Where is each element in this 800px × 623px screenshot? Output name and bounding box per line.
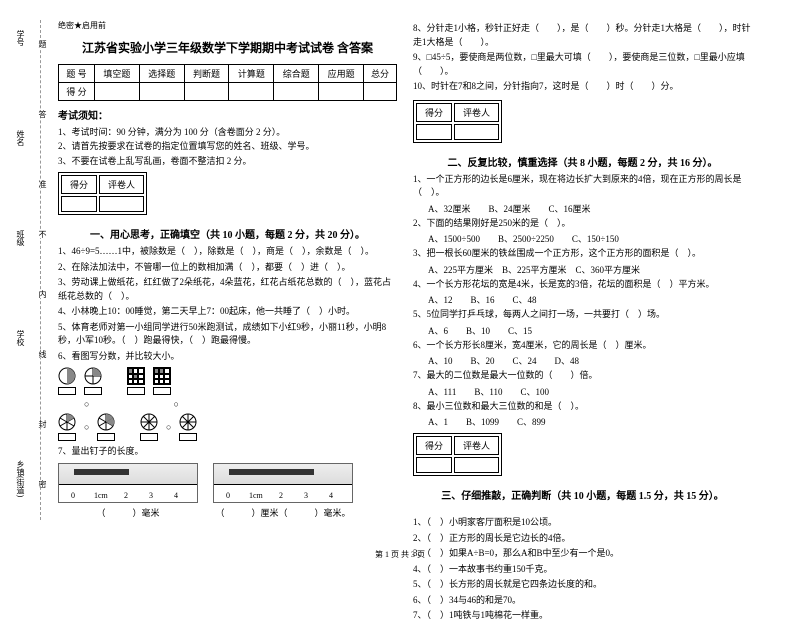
compare-circle-1[interactable]: ○	[84, 399, 89, 409]
q2-1-opts: A、32厘米 B、24厘米 C、16厘米	[413, 202, 752, 215]
ruler-row: 0 1cm 2 3 4 （ ）毫米 0 1cm 2 3	[58, 463, 397, 519]
square-grid-icon	[127, 367, 145, 385]
q2-2-opts: A、1500÷500 B、2500÷2250 C、150÷150	[413, 232, 752, 245]
section-3-title: 三、仔细推敲，正确判断（共 10 小题，每题 1.5 分，共 15 分）。	[413, 487, 752, 502]
ruler-1: 0 1cm 2 3 4	[58, 463, 198, 503]
square-grid-icon-2	[153, 367, 171, 385]
q2-8-opts: A、1 B、1099 C、899	[413, 415, 752, 428]
q3-6: 6、（ ）34与46的和是70。	[413, 594, 752, 608]
q2-1: 1、一个正方形的边长是6厘米，现在将边长扩大到原来的4倍，现在正方形的周长是（ …	[413, 173, 752, 200]
circle-sixth-icon	[58, 413, 76, 431]
q2-3: 3、把一根长60厘米的铁丝围成一个正方形，这个正方形的面积是（ ）。	[413, 247, 752, 261]
circle-eighth-icon-2	[179, 413, 197, 431]
ruler-1-answer[interactable]: （ ）毫米	[58, 506, 198, 519]
q1-10: 10、时针在7和8之间，分针指向7，这时是（ ）时（ ）分。	[413, 80, 752, 94]
nail-1-icon	[74, 469, 129, 475]
q2-7: 7、最大的二位数是最大一位数的（ ）倍。	[413, 369, 752, 383]
ruler-2-answer[interactable]: （ ）厘米（ ）毫米。	[213, 506, 353, 519]
compare-circle-2[interactable]: ○	[173, 399, 178, 409]
q3-5: 5、（ ）长方形的周长就是它四条边长度的和。	[413, 578, 752, 592]
fraction-shapes-row1	[58, 367, 397, 395]
circle-sixth-icon-2	[97, 413, 115, 431]
q1-5: 5、体育老师对第一小组同学进行50米跑测试，成绩如下小红9秒，小丽11秒，小明8…	[58, 321, 397, 348]
notice-1: 1、考试时间：90 分钟，满分为 100 分（含卷面分 2 分）。	[58, 125, 397, 139]
margin-label-id: 学号	[15, 30, 26, 46]
q3-1: 1、（ ）小明家客厅面积是10公顷。	[413, 516, 752, 530]
grade-box-2: 得分评卷人	[413, 100, 502, 143]
q1-9: 9、□45÷5，要使商是两位数，□里最大可填（ ），要使商是三位数，□里最小应填…	[413, 51, 752, 78]
q3-7: 7、（ ）1吨铁与1吨棉花一样重。	[413, 609, 752, 623]
page-footer: 第 1 页 共 3 页	[0, 549, 800, 560]
fraction-shapes-row3: ○ ○	[58, 413, 397, 441]
section-2-title: 二、反复比较，慎重选择（共 8 小题，每题 2 分，共 16 分）。	[413, 154, 752, 169]
notice-title: 考试须知：	[58, 107, 397, 122]
q1-1: 1、46÷9=5……1中，被除数是（ ），除数是（ ），商是（ ），余数是（ ）…	[58, 245, 397, 259]
seal-line: 题 答 准 不 内 线 封 密	[40, 20, 41, 520]
circle-quarter-icon	[84, 367, 102, 385]
q1-7: 7、量出钉子的长度。	[58, 445, 397, 459]
binding-margin: 学号 姓名 班级 学校 乡镇(街道)	[5, 20, 45, 520]
q2-7-opts: A、111 B、110 C、100	[413, 385, 752, 398]
q2-6: 6、一个长方形长8厘米，宽4厘米，它的周长是（ ）厘米。	[413, 339, 752, 353]
left-column: 绝密★启用前 江苏省实验小学三年级数学下学期期中考试试卷 含答案 题 号 填空题…	[50, 20, 405, 530]
notice-3: 3、不要在试卷上乱写乱画，卷面不整洁扣 2 分。	[58, 154, 397, 168]
nail-2-icon	[229, 469, 314, 475]
circle-half-icon	[58, 367, 76, 385]
q2-4: 4、一个长方形花坛的宽是4米，长是宽的3倍，花坛的面积是（ ）平方米。	[413, 278, 752, 292]
grade-box-3: 得分评卷人	[413, 433, 502, 476]
th-choice: 选择题	[139, 65, 184, 83]
th-fill: 填空题	[94, 65, 139, 83]
th-calc: 计算题	[229, 65, 274, 83]
margin-label-name: 姓名	[15, 130, 26, 146]
margin-label-school: 学校	[15, 330, 26, 346]
q1-6: 6、看图写分数，并比较大小。	[58, 350, 397, 364]
exam-title: 江苏省实验小学三年级数学下学期期中考试试卷 含答案	[58, 39, 397, 56]
score-table: 题 号 填空题 选择题 判断题 计算题 综合题 应用题 总分 得 分	[58, 64, 397, 101]
th-judge: 判断题	[184, 65, 229, 83]
q2-4-opts: A、12 B、16 C、48	[413, 293, 752, 306]
q1-2: 2、在除法加法中，不管哪一位上的数相加满（ ），都要（ ）进（ ）。	[58, 261, 397, 275]
ruler-2: 0 1cm 2 3 4	[213, 463, 353, 503]
q3-2: 2、（ ）正方形的周长是它边长的4倍。	[413, 532, 752, 546]
q2-2: 2、下面的结果刚好是250米的是（ ）。	[413, 217, 752, 231]
q2-5-opts: A、6 B、10 C、15	[413, 324, 752, 337]
q1-8: 8、分针走1小格，秒针正好走（ ），是（ ）秒。分针走1大格是（ ），时针走1大…	[413, 22, 752, 49]
confidential-note: 绝密★启用前	[58, 20, 397, 31]
q1-4: 4、小林晚上10：00睡觉，第二天早上7：00起床，他一共睡了（ ）小时。	[58, 305, 397, 319]
q2-3-opts: A、225平方厘米 B、225平方厘米 C、360平方厘米	[413, 263, 752, 276]
th-comp: 综合题	[274, 65, 319, 83]
circle-eighth-icon	[140, 413, 158, 431]
th-total: 总分	[364, 65, 397, 83]
section-1-title: 一、用心思考，正确填空（共 10 小题，每题 2 分，共 20 分）。	[58, 226, 397, 241]
q2-8: 8、最小三位数和最大三位数的和是（ ）。	[413, 400, 752, 414]
notice-list: 1、考试时间：90 分钟，满分为 100 分（含卷面分 2 分）。 2、请首先按…	[58, 125, 397, 168]
q1-3: 3、劳动课上做纸花，红红做了2朵纸花，4朵蓝花，红花占纸花总数的（ ），蓝花占纸…	[58, 276, 397, 303]
q2-6-opts: A、10 B、20 C、24 D、48	[413, 354, 752, 367]
notice-2: 2、请首先按要求在试卷的指定位置填写您的姓名、班级、学号。	[58, 139, 397, 153]
th-app: 应用题	[319, 65, 364, 83]
margin-label-town: 乡镇(街道)	[15, 460, 26, 497]
grade-box-1: 得分评卷人	[58, 172, 147, 215]
fraction-shapes-row2: ○ ○	[58, 399, 397, 409]
row-score: 得 分	[59, 83, 95, 101]
margin-label-class: 班级	[15, 230, 26, 246]
right-column: 8、分针走1小格，秒针正好走（ ），是（ ）秒。分针走1大格是（ ），时针走1大…	[405, 20, 760, 530]
q2-5: 5、5位同学打乒乓球，每两人之间打一场，一共要打（ ）场。	[413, 308, 752, 322]
th-num: 题 号	[59, 65, 95, 83]
page-content: 绝密★启用前 江苏省实验小学三年级数学下学期期中考试试卷 含答案 题 号 填空题…	[0, 0, 800, 540]
